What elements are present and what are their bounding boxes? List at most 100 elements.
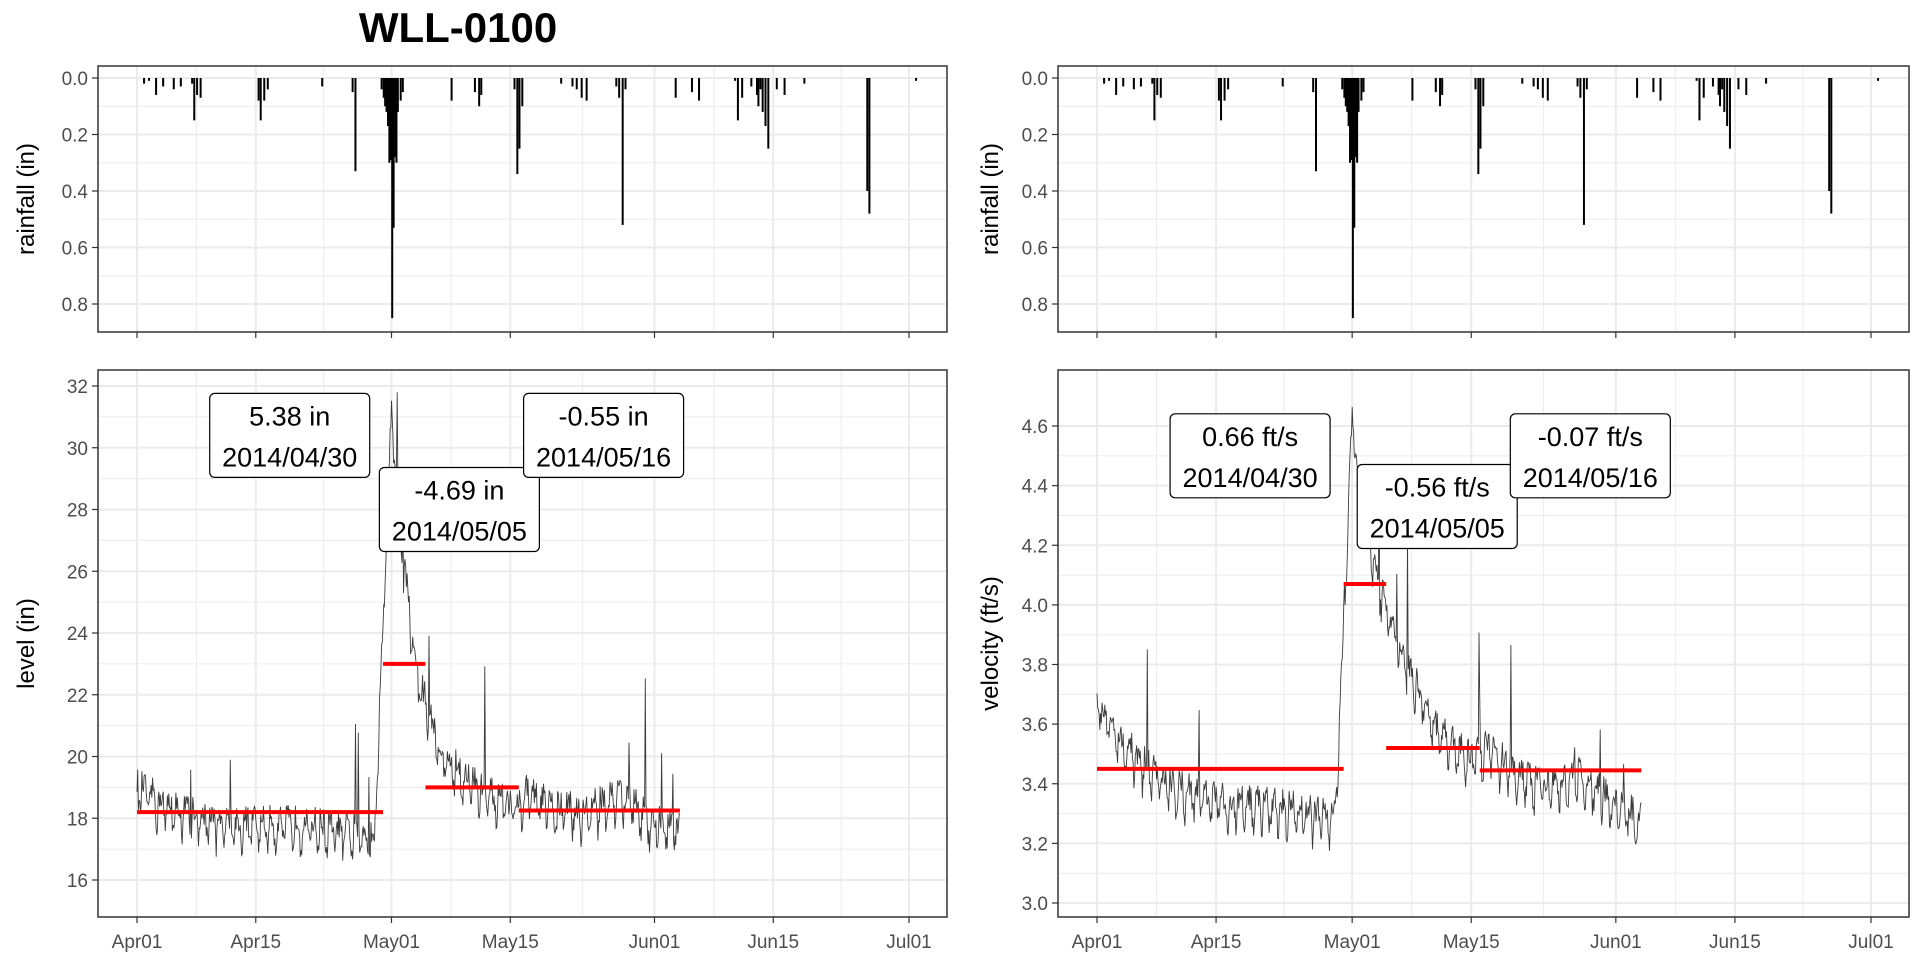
rain-bar — [1576, 78, 1579, 87]
rain-bar — [513, 78, 516, 90]
annotation-value: -0.55 in — [559, 401, 649, 431]
rain-bar — [1139, 78, 1142, 87]
rain-bar — [1353, 78, 1356, 228]
rain-bar — [1737, 78, 1740, 90]
annotation-label: 5.38 in 2014/04/30 — [209, 392, 371, 478]
rain-bar — [321, 78, 324, 87]
x-tick-label: Jul01 — [1848, 932, 1893, 953]
rain-bar — [480, 78, 483, 95]
rain-bar — [1830, 78, 1833, 214]
rain-bar — [757, 78, 760, 107]
rain-bar — [736, 78, 739, 121]
y-tick-label: 32 — [67, 377, 88, 398]
y-tick-label: 0.6 — [62, 239, 88, 260]
rain-bar — [1585, 78, 1588, 90]
rain-bar — [263, 78, 266, 101]
rain-bar — [1521, 78, 1524, 84]
y-tick-label: 0.4 — [1022, 182, 1049, 203]
panel-rain_right: 0.0 0.2 0.4 0.6 0.8 rainfall (in) — [977, 65, 1910, 338]
rain-bar — [621, 78, 624, 225]
rain-bar — [1702, 78, 1705, 98]
rain-bar — [1108, 78, 1111, 81]
rain-bar — [575, 78, 578, 90]
annotation-label: -0.07 ft/s 2014/05/16 — [1509, 413, 1671, 499]
rain-bar — [389, 78, 392, 160]
rain-bar — [756, 78, 759, 95]
y-tick-label: 3.0 — [1022, 894, 1048, 915]
rain-bar — [741, 78, 744, 98]
y-axis-title: rainfall (in) — [977, 143, 1004, 255]
y-axis-title: level (in) — [13, 598, 40, 689]
x-tick-label: May01 — [363, 932, 420, 953]
annotation-box — [1356, 463, 1518, 550]
rain-bar — [1156, 78, 1159, 95]
x-tick-label: May15 — [1443, 932, 1500, 953]
rain-bar — [1217, 78, 1220, 101]
rain-bar — [179, 78, 182, 87]
annotation-date: 2014/05/16 — [1523, 463, 1658, 493]
y-tick-label: 28 — [67, 501, 88, 522]
rain-bar — [783, 78, 786, 95]
y-tick-label: 16 — [67, 871, 88, 892]
y-tick-label: 0.0 — [62, 69, 88, 90]
rain-bar — [1115, 78, 1118, 95]
rain-bar — [618, 78, 621, 98]
y-tick-label: 4.6 — [1022, 417, 1048, 438]
x-tick-label: Jun15 — [747, 932, 799, 953]
rain-bar — [354, 78, 357, 172]
rain-bar — [162, 78, 165, 87]
rain-bar — [1579, 78, 1582, 98]
rain-bar — [580, 78, 583, 98]
x-tick-label: Apr15 — [230, 932, 281, 953]
annotation-value: 0.66 ft/s — [1202, 422, 1298, 452]
rain-bar — [759, 78, 762, 90]
y-tick-label: 20 — [67, 748, 88, 769]
rain-bar — [380, 78, 383, 90]
rain-bar — [1227, 78, 1230, 90]
annotation-value: -0.07 ft/s — [1538, 422, 1643, 452]
rain-bar — [143, 78, 146, 84]
rain-bar — [1153, 78, 1156, 121]
annotation-label: -0.55 in 2014/05/16 — [522, 392, 685, 478]
rain-bar — [1541, 78, 1544, 98]
rain-bar — [1474, 78, 1477, 90]
rain-bar — [401, 78, 404, 93]
rain-bar — [1346, 78, 1349, 112]
rain-bar — [1652, 78, 1655, 93]
rain-bar — [1341, 78, 1344, 90]
rain-bar — [1356, 78, 1359, 163]
y-tick-label: 0.4 — [62, 182, 89, 203]
x-tick-label: Jun01 — [629, 932, 681, 953]
rain-bar — [391, 78, 394, 319]
y-tick-label: 26 — [67, 562, 88, 583]
rain-bar — [1151, 78, 1154, 84]
rain-bar — [698, 78, 701, 101]
panel-border — [97, 65, 948, 333]
rain-bar — [1159, 78, 1162, 98]
rain-bar — [1343, 78, 1346, 98]
rain-bar — [1717, 78, 1720, 95]
rain-bar — [394, 78, 397, 158]
rain-bar — [1532, 78, 1535, 87]
rain-bar — [478, 78, 481, 107]
y-tick-label: 4.2 — [1022, 536, 1048, 557]
rain-bar — [1582, 78, 1585, 225]
rain-bar — [396, 78, 399, 112]
y-tick-label: 4.4 — [1022, 477, 1049, 498]
rain-bar — [1411, 78, 1414, 101]
rain-bar — [1344, 78, 1347, 107]
rain-bar — [199, 78, 202, 98]
rain-bar — [385, 78, 388, 112]
x-tick-label: Jun15 — [1709, 932, 1761, 953]
rain-bar — [761, 78, 764, 112]
y-tick-label: 0.0 — [1022, 69, 1048, 90]
rain-bar — [1439, 78, 1442, 107]
rain-bar — [266, 78, 269, 90]
y-tick-label: 0.8 — [62, 295, 88, 316]
rain-bar — [191, 78, 194, 84]
rain-bar — [1132, 78, 1135, 90]
rain-bar — [1723, 78, 1726, 112]
rain-bar — [1698, 78, 1701, 121]
rain-bar — [388, 78, 391, 163]
